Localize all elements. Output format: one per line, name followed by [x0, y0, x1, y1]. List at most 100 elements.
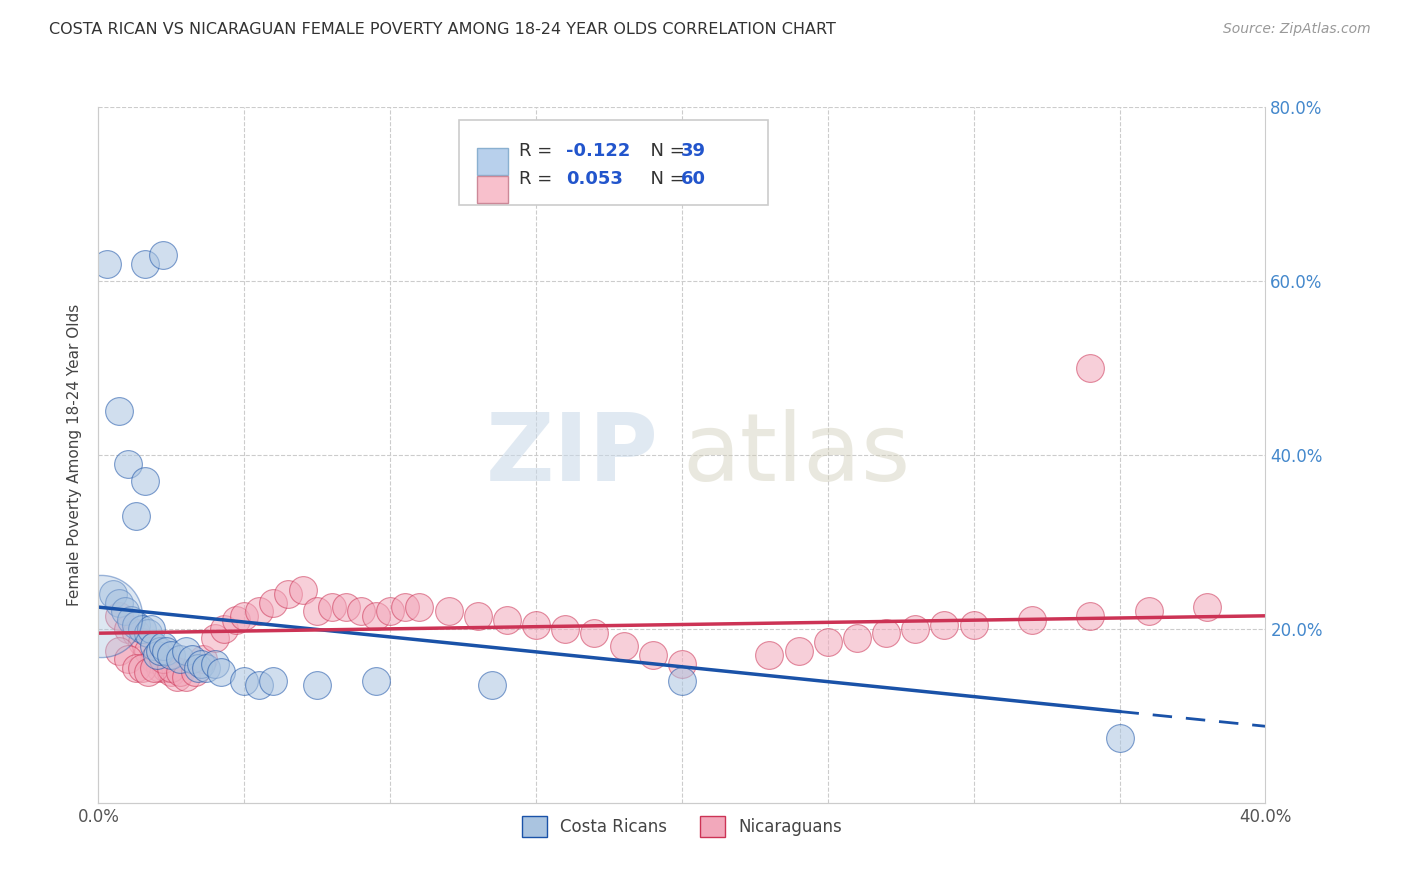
- Point: [758, 648, 780, 662]
- Point: [934, 617, 956, 632]
- Point: [131, 635, 153, 649]
- Point: [134, 257, 156, 271]
- Point: [496, 613, 519, 627]
- Point: [146, 648, 169, 662]
- Point: [155, 643, 177, 657]
- Point: [335, 600, 357, 615]
- Point: [125, 617, 148, 632]
- Point: [195, 661, 218, 675]
- Point: [190, 657, 212, 671]
- Point: [233, 608, 256, 623]
- Point: [364, 608, 387, 623]
- Point: [166, 670, 188, 684]
- Text: 39: 39: [681, 143, 706, 161]
- Point: [962, 617, 984, 632]
- Point: [134, 474, 156, 488]
- Point: [169, 665, 191, 680]
- Text: N =: N =: [638, 143, 690, 161]
- Point: [364, 674, 387, 689]
- Point: [904, 622, 927, 636]
- Text: ZIP: ZIP: [485, 409, 658, 501]
- Point: [787, 643, 810, 657]
- Point: [117, 622, 139, 636]
- Text: N =: N =: [638, 170, 690, 188]
- Point: [1021, 613, 1043, 627]
- Point: [139, 622, 162, 636]
- Text: atlas: atlas: [682, 409, 910, 501]
- Point: [187, 661, 209, 675]
- Point: [136, 643, 159, 657]
- Point: [321, 600, 343, 615]
- Point: [350, 605, 373, 619]
- Point: [117, 652, 139, 666]
- Point: [169, 652, 191, 666]
- Point: [193, 652, 215, 666]
- Point: [174, 643, 197, 657]
- Point: [108, 404, 131, 418]
- Point: [117, 457, 139, 471]
- Point: [160, 661, 183, 675]
- Point: [120, 613, 142, 627]
- Point: [131, 661, 153, 675]
- Point: [174, 670, 197, 684]
- Point: [108, 596, 131, 610]
- Text: 0.053: 0.053: [565, 170, 623, 188]
- Point: [142, 652, 165, 666]
- Point: [875, 626, 897, 640]
- Point: [204, 631, 226, 645]
- Point: [1137, 605, 1160, 619]
- Point: [307, 605, 329, 619]
- Text: 60: 60: [681, 170, 706, 188]
- Point: [380, 605, 402, 619]
- Point: [204, 657, 226, 671]
- Point: [262, 596, 284, 610]
- Point: [394, 600, 416, 615]
- Point: [160, 648, 183, 662]
- Point: [247, 605, 270, 619]
- Point: [114, 605, 136, 619]
- Point: [262, 674, 284, 689]
- Point: [247, 678, 270, 692]
- Point: [136, 665, 159, 680]
- Point: [408, 600, 430, 615]
- Point: [183, 665, 205, 680]
- Point: [149, 643, 172, 657]
- Point: [671, 657, 693, 671]
- Point: [1108, 731, 1130, 745]
- Point: [233, 674, 256, 689]
- Point: [437, 605, 460, 619]
- Point: [209, 665, 232, 680]
- Legend: Costa Ricans, Nicaraguans: Costa Ricans, Nicaraguans: [515, 810, 849, 843]
- Text: COSTA RICAN VS NICARAGUAN FEMALE POVERTY AMONG 18-24 YEAR OLDS CORRELATION CHART: COSTA RICAN VS NICARAGUAN FEMALE POVERTY…: [49, 22, 837, 37]
- Point: [142, 639, 165, 653]
- Point: [291, 582, 314, 597]
- Point: [152, 652, 174, 666]
- Point: [277, 587, 299, 601]
- Point: [108, 643, 131, 657]
- Text: R =: R =: [519, 143, 558, 161]
- Point: [142, 661, 165, 675]
- Text: -0.122: -0.122: [565, 143, 630, 161]
- Point: [612, 639, 634, 653]
- Point: [152, 248, 174, 262]
- Point: [212, 622, 235, 636]
- Point: [90, 608, 112, 623]
- Point: [136, 626, 159, 640]
- Text: R =: R =: [519, 170, 558, 188]
- Point: [671, 674, 693, 689]
- Point: [1080, 360, 1102, 375]
- Point: [152, 639, 174, 653]
- Point: [307, 678, 329, 692]
- Point: [467, 608, 489, 623]
- Point: [125, 508, 148, 523]
- Point: [641, 648, 664, 662]
- Point: [583, 626, 606, 640]
- Point: [108, 608, 131, 623]
- Text: Source: ZipAtlas.com: Source: ZipAtlas.com: [1223, 22, 1371, 37]
- Point: [101, 587, 124, 601]
- Point: [96, 257, 118, 271]
- Point: [125, 626, 148, 640]
- Point: [524, 617, 547, 632]
- Point: [160, 665, 183, 680]
- Point: [131, 622, 153, 636]
